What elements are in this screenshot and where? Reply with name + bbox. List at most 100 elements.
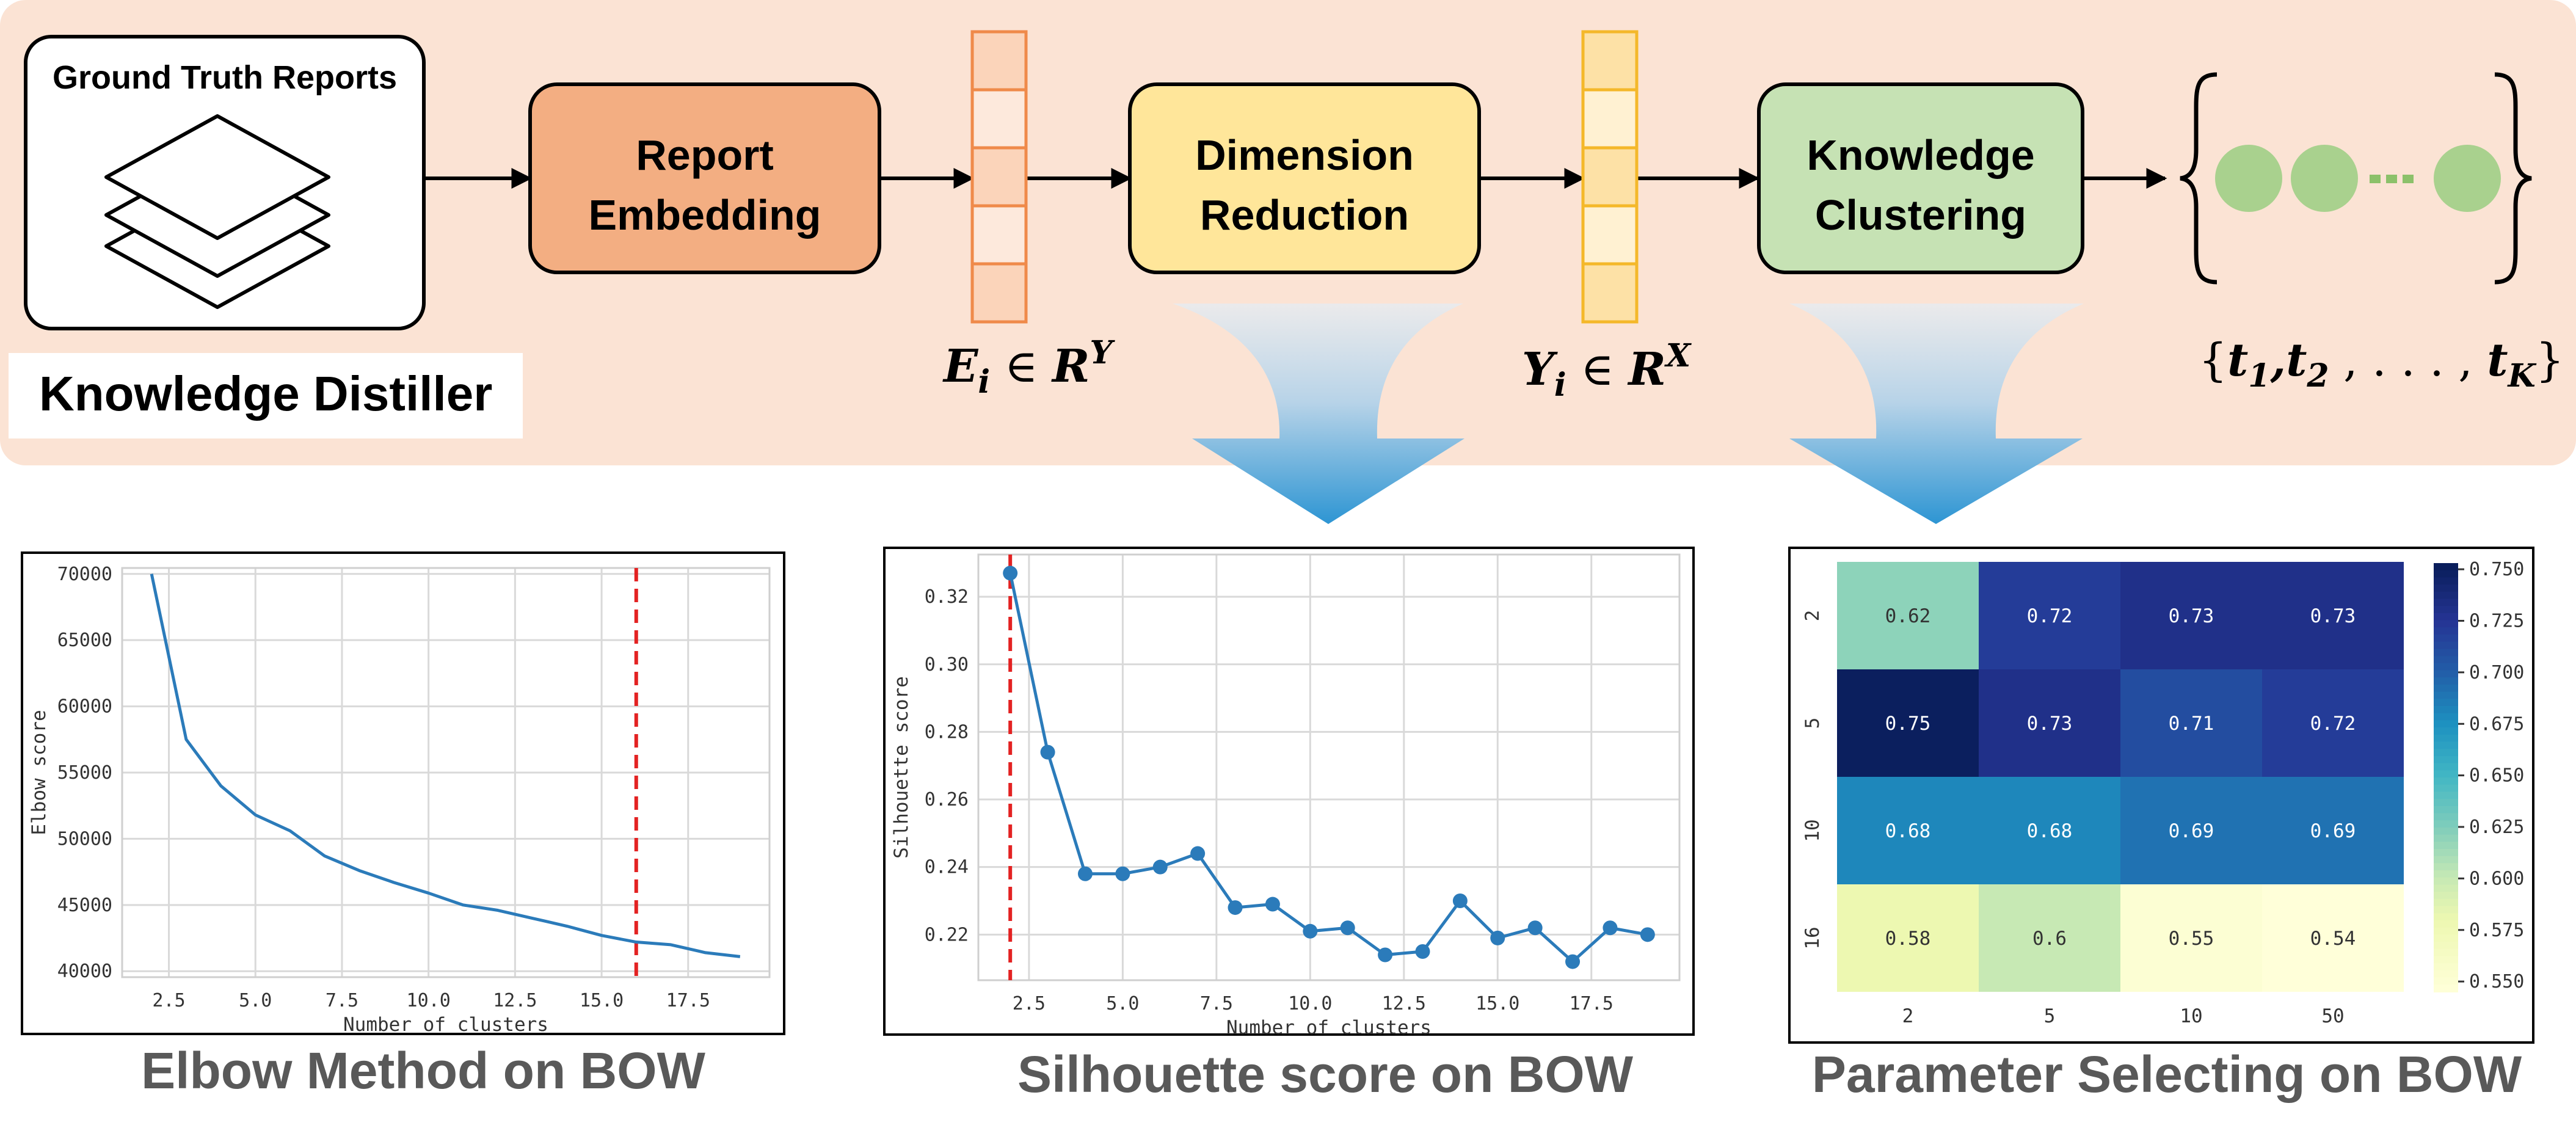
- x-tick-label: 5.0: [1106, 993, 1139, 1014]
- colorbar-segment: [2434, 727, 2458, 735]
- row-label: 10: [1802, 819, 1824, 842]
- row-label: 5: [1802, 718, 1824, 729]
- colorbar-segment: [2434, 670, 2458, 679]
- colorbar-segment: [2434, 820, 2458, 828]
- colorbar-segment: [2434, 570, 2458, 578]
- colorbar-segment: [2434, 755, 2458, 764]
- colorbar-segment: [2434, 720, 2458, 729]
- data-point: [1003, 566, 1018, 581]
- y-tick-label: 40000: [57, 961, 112, 982]
- heatmap-cell: [2262, 777, 2404, 884]
- data-point: [1265, 897, 1280, 912]
- colorbar-segment: [2434, 606, 2458, 614]
- x-tick-label: 2.5: [152, 990, 185, 1011]
- ellipsis-dots: [2370, 175, 2414, 183]
- colorbar-segment: [2434, 591, 2458, 600]
- data-point: [1190, 846, 1206, 861]
- colorbar-segment: [2434, 713, 2458, 721]
- data-point: [1040, 744, 1055, 760]
- y-tick-label: 0.24: [925, 857, 969, 878]
- heatmap-cell: [2120, 777, 2262, 884]
- colorbar-segment: [2434, 563, 2458, 571]
- data-point: [1077, 866, 1093, 881]
- distiller-label-box: [9, 353, 523, 438]
- data-point: [1527, 920, 1543, 936]
- funnel-arrow-heatmap: [1789, 304, 2084, 524]
- row-label: 2: [1802, 610, 1824, 622]
- cell-value: 0.55: [2169, 928, 2214, 950]
- colorbar-segment: [2434, 613, 2458, 621]
- cell-value: 0.72: [2027, 605, 2073, 627]
- colorbar-segment: [2434, 870, 2458, 878]
- y-tick-label: 0.28: [925, 721, 969, 743]
- x-tick-label: 10.0: [407, 990, 451, 1011]
- vector-cell: [970, 262, 1028, 324]
- caption-silhouette: Silhouette score on BOW: [1017, 1046, 1634, 1103]
- silhouette-chart: 2.5 5.0 7.5 10.0 12.5 15.0 17.5 0.22 0.24 0.26 0.2…: [883, 547, 1695, 1039]
- colorbar-segment: [2434, 842, 2458, 850]
- series-line: [150, 573, 741, 958]
- colorbar-segment: [2434, 898, 2458, 907]
- vector-cell: [970, 204, 1028, 266]
- col-label: 50: [2321, 1005, 2344, 1027]
- data-point: [1452, 893, 1468, 909]
- right-brace: [2494, 72, 2532, 285]
- colorbar-tick-label: 0.750: [2469, 559, 2524, 580]
- colorbar-segment: [2434, 884, 2458, 893]
- data-point: [1640, 927, 1655, 942]
- colorbar-segment: [2434, 663, 2458, 671]
- colorbar-segment: [2434, 827, 2458, 835]
- cell-value: 0.73: [2169, 605, 2214, 627]
- colorbar-segment: [2434, 863, 2458, 872]
- document-stack-icon: [104, 114, 330, 309]
- x-tick-label: 2.5: [1013, 993, 1046, 1014]
- y-tick-label: 50000: [57, 828, 112, 850]
- colorbar-segment: [2434, 906, 2458, 914]
- colorbar-segment: [2434, 920, 2458, 928]
- colorbar-segment: [2434, 856, 2458, 864]
- heatmap-cell: [1837, 777, 1979, 884]
- heatmap-cell: [2120, 884, 2262, 992]
- colorbar-segment: [2434, 770, 2458, 778]
- colorbar-segment: [2434, 892, 2458, 900]
- heatmap-cell: [2120, 669, 2262, 777]
- colorbar-segment: [2434, 599, 2458, 607]
- heatmap-cell: [1979, 562, 2120, 669]
- row-label: 16: [1802, 926, 1824, 949]
- distiller-label: Knowledge Distiller: [39, 366, 492, 421]
- colorbar-segment: [2434, 635, 2458, 642]
- colorbar-segment: [2434, 963, 2458, 971]
- ground-truth-reports-box: Ground Truth Reports: [24, 35, 426, 330]
- plot-area: [977, 553, 1681, 981]
- colorbar-segment: [2434, 741, 2458, 750]
- reduced-vector: [1581, 30, 1639, 324]
- dimension-reduction-box: Dimension Reduction: [1128, 82, 1481, 274]
- colorbar-segment: [2434, 763, 2458, 771]
- colorbar-segment: [2434, 970, 2458, 978]
- chart-frame: [21, 551, 785, 1035]
- data-point: [1152, 859, 1168, 875]
- colorbar-tick-label: 0.650: [2469, 765, 2524, 787]
- embedding-vector: [970, 30, 1028, 324]
- vector-cell: [970, 88, 1028, 150]
- colorbar-segment: [2434, 691, 2458, 700]
- colorbar-tick-label: 0.675: [2469, 713, 2524, 735]
- y-tick-label: 60000: [57, 696, 112, 718]
- data-point: [1415, 944, 1430, 959]
- vector-cell: [1581, 30, 1639, 92]
- stage-label: Dimension: [1195, 131, 1414, 179]
- col-label: 2: [1902, 1005, 1914, 1027]
- colorbar-segment: [2434, 706, 2458, 714]
- cell-value: 0.71: [2169, 713, 2214, 735]
- cluster-dot: [2291, 145, 2358, 212]
- heatmap-cell: [1979, 884, 2120, 992]
- cluster-dot: [2215, 145, 2282, 212]
- y-tick-label: 70000: [57, 564, 112, 585]
- colorbar-tick-label: 0.625: [2469, 817, 2524, 838]
- heatmap-cell: [1837, 562, 1979, 669]
- cell-value: 0.73: [2310, 605, 2356, 627]
- chart-frame: [883, 547, 1695, 1036]
- colorbar-tick-label: 0.725: [2469, 611, 2524, 632]
- cell-value: 0.68: [2027, 820, 2073, 842]
